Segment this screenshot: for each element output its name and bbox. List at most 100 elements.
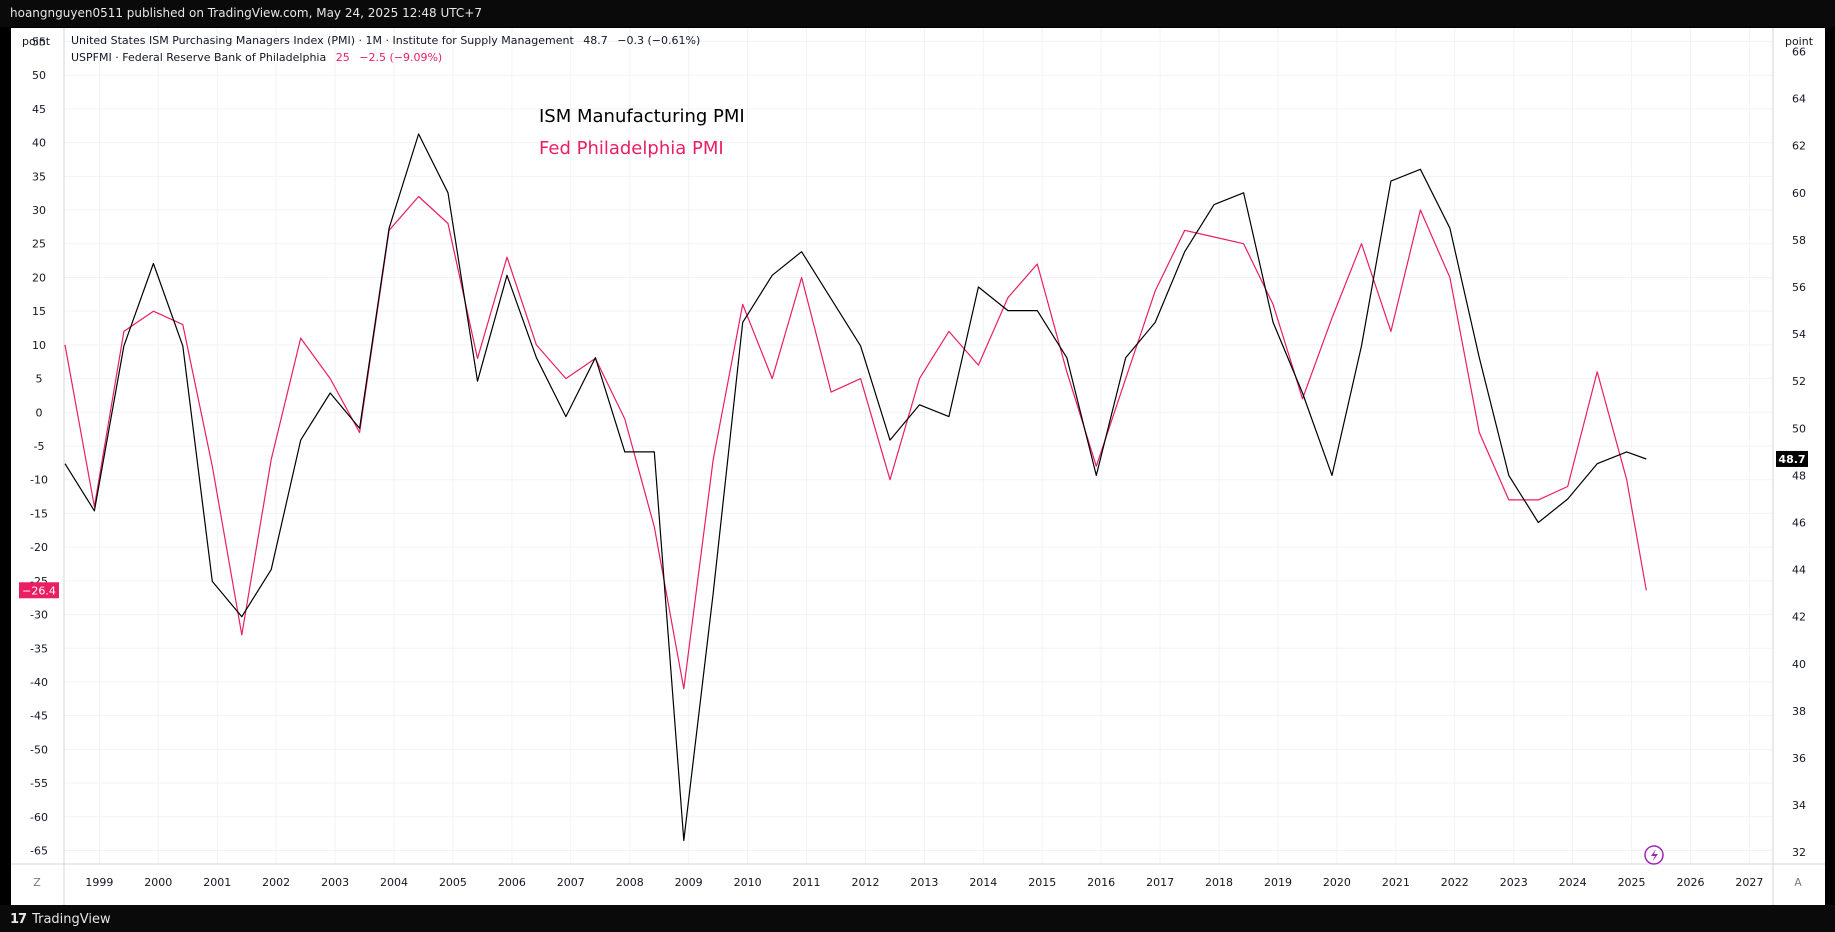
time-tick-label: 2007 [557,876,585,889]
right-tick-label: 58 [1792,234,1806,247]
time-tick-label: 2003 [321,876,349,889]
left-tick-label: -5 [34,440,45,453]
time-tick-label: 2024 [1559,876,1587,889]
right-tick-label: 52 [1792,375,1806,388]
legend-ism-value: 48.7 [583,34,608,47]
legend-ism-text: United States ISM Purchasing Managers In… [71,34,574,47]
tradingview-logo[interactable]: 17 TradingView [10,912,111,927]
time-tick-label: 2015 [1028,876,1056,889]
right-tick-label: 34 [1792,799,1806,812]
ism-line [64,133,1647,842]
published-info: hoangnguyen0511 published on TradingView… [10,6,482,20]
time-tick-label: 2008 [616,876,644,889]
time-tick-label: 1999 [85,876,113,889]
left-tick-label: -40 [30,676,48,689]
phil-line [64,195,1647,690]
left-tick-label: 20 [32,271,46,284]
left-tick-label: -50 [30,743,48,756]
publisher-bar: hoangnguyen0511 published on TradingView… [0,0,1835,27]
left-tick-label: -65 [30,845,48,858]
time-tick-label: 2000 [144,876,172,889]
right-axis-unit: point [1785,35,1814,48]
time-tick-label: 2026 [1676,876,1704,889]
phil-price-label: −26.4 [19,582,59,599]
series-lines [64,133,1647,842]
time-tick-label: 2012 [851,876,879,889]
time-tick-label: 2011 [793,876,821,889]
left-axis-unit: point [22,35,51,48]
time-tick-label: 2014 [969,876,997,889]
time-tick-label: 2022 [1441,876,1469,889]
right-tick-label: 32 [1792,846,1806,859]
left-tick-label: 5 [36,373,43,386]
legend[interactable]: United States ISM Purchasing Managers In… [71,34,700,64]
left-tick-label: -60 [30,811,48,824]
left-tick-label: -30 [30,609,48,622]
time-tick-label: 2006 [498,876,526,889]
time-tick-label: 2018 [1205,876,1233,889]
legend-ism[interactable]: United States ISM Purchasing Managers In… [71,34,700,47]
left-tick-label: -55 [30,777,48,790]
right-tick-label: 50 [1792,422,1806,435]
left-axis-ticks: 5550454035302520151050-5-10-15-20-25-30-… [30,35,48,857]
left-tick-label: 25 [32,238,46,251]
right-tick-label: 46 [1792,517,1806,530]
time-tick-label: 2019 [1264,876,1292,889]
right-tick-label: 44 [1792,564,1806,577]
left-tick-label: -45 [30,710,48,723]
right-tick-label: 36 [1792,752,1806,765]
grid [64,28,1773,864]
right-tick-label: 62 [1792,140,1806,153]
svg-text:−26.4: −26.4 [22,584,56,597]
brand-name: TradingView [32,912,111,927]
chart-svg: point point 5550454035302520151050-5-10-… [11,28,1825,905]
left-tick-label: -10 [30,474,48,487]
right-tick-label: 56 [1792,281,1806,294]
time-tick-label: 2017 [1146,876,1174,889]
left-tick-label: 15 [32,305,46,318]
legend-phil-value: 25 [336,51,350,64]
time-tick-label: 2027 [1735,876,1763,889]
time-tick-label: 2010 [734,876,762,889]
annotation-ism: ISM Manufacturing PMI [539,106,745,127]
time-tick-label: 2001 [203,876,231,889]
time-tick-label: 2005 [439,876,467,889]
time-tick-label: 2013 [910,876,938,889]
lightning-icon[interactable] [1644,845,1664,865]
right-tick-label: 40 [1792,658,1806,671]
right-tick-label: 38 [1792,705,1806,718]
annotation-phil: Fed Philadelphia PMI [539,138,724,159]
left-tick-label: 45 [32,103,46,116]
legend-phil[interactable]: USPFMI · Federal Reserve Bank of Philade… [71,51,442,64]
time-tick-label: 2002 [262,876,290,889]
right-tick-label: 66 [1792,46,1806,59]
time-tick-label: 2021 [1382,876,1410,889]
left-tick-label: -20 [30,541,48,554]
time-tick-label: 2016 [1087,876,1115,889]
ism-price-label: 48.7 [1776,450,1808,467]
axis-corner-left[interactable]: Z [33,876,41,889]
left-tick-label: 40 [32,137,46,150]
axis-corner-right[interactable]: A [1794,876,1802,889]
right-tick-label: 48 [1792,469,1806,482]
time-tick-label: 2020 [1323,876,1351,889]
chart-panel: point point 55 50 45 40 35 30 25 20 15 10 5 0 -5 -10-… [11,28,1825,905]
left-tick-label: 10 [32,339,46,352]
time-tick-label: 2025 [1618,876,1646,889]
legend-ism-change: −0.3 (−0.61%) [617,34,700,47]
footer-bar: 17 TradingView [0,905,1835,932]
time-tick-label: 2009 [675,876,703,889]
legend-phil-text: USPFMI · Federal Reserve Bank of Philade… [71,51,326,64]
time-axis-ticks: 1999 2000 2001 2002 2003 2004 2005 2006 2007 2008… [85,876,1763,889]
legend-phil-change: −2.5 (−9.09%) [359,51,442,64]
svg-text:48.7: 48.7 [1778,453,1805,466]
left-tick-label: 30 [32,204,46,217]
left-tick-label: 50 [32,69,46,82]
time-tick-label: 2004 [380,876,408,889]
right-tick-label: 64 [1792,93,1806,106]
right-tick-label: 42 [1792,611,1806,624]
right-axis-ticks: 66 64 62 60 58 56 54 52 50 48 46 44 42 40 38 36 34 32 [1792,46,1806,860]
time-tick-label: 2023 [1500,876,1528,889]
right-tick-label: 60 [1792,187,1806,200]
left-tick-label: 55 [32,35,46,48]
